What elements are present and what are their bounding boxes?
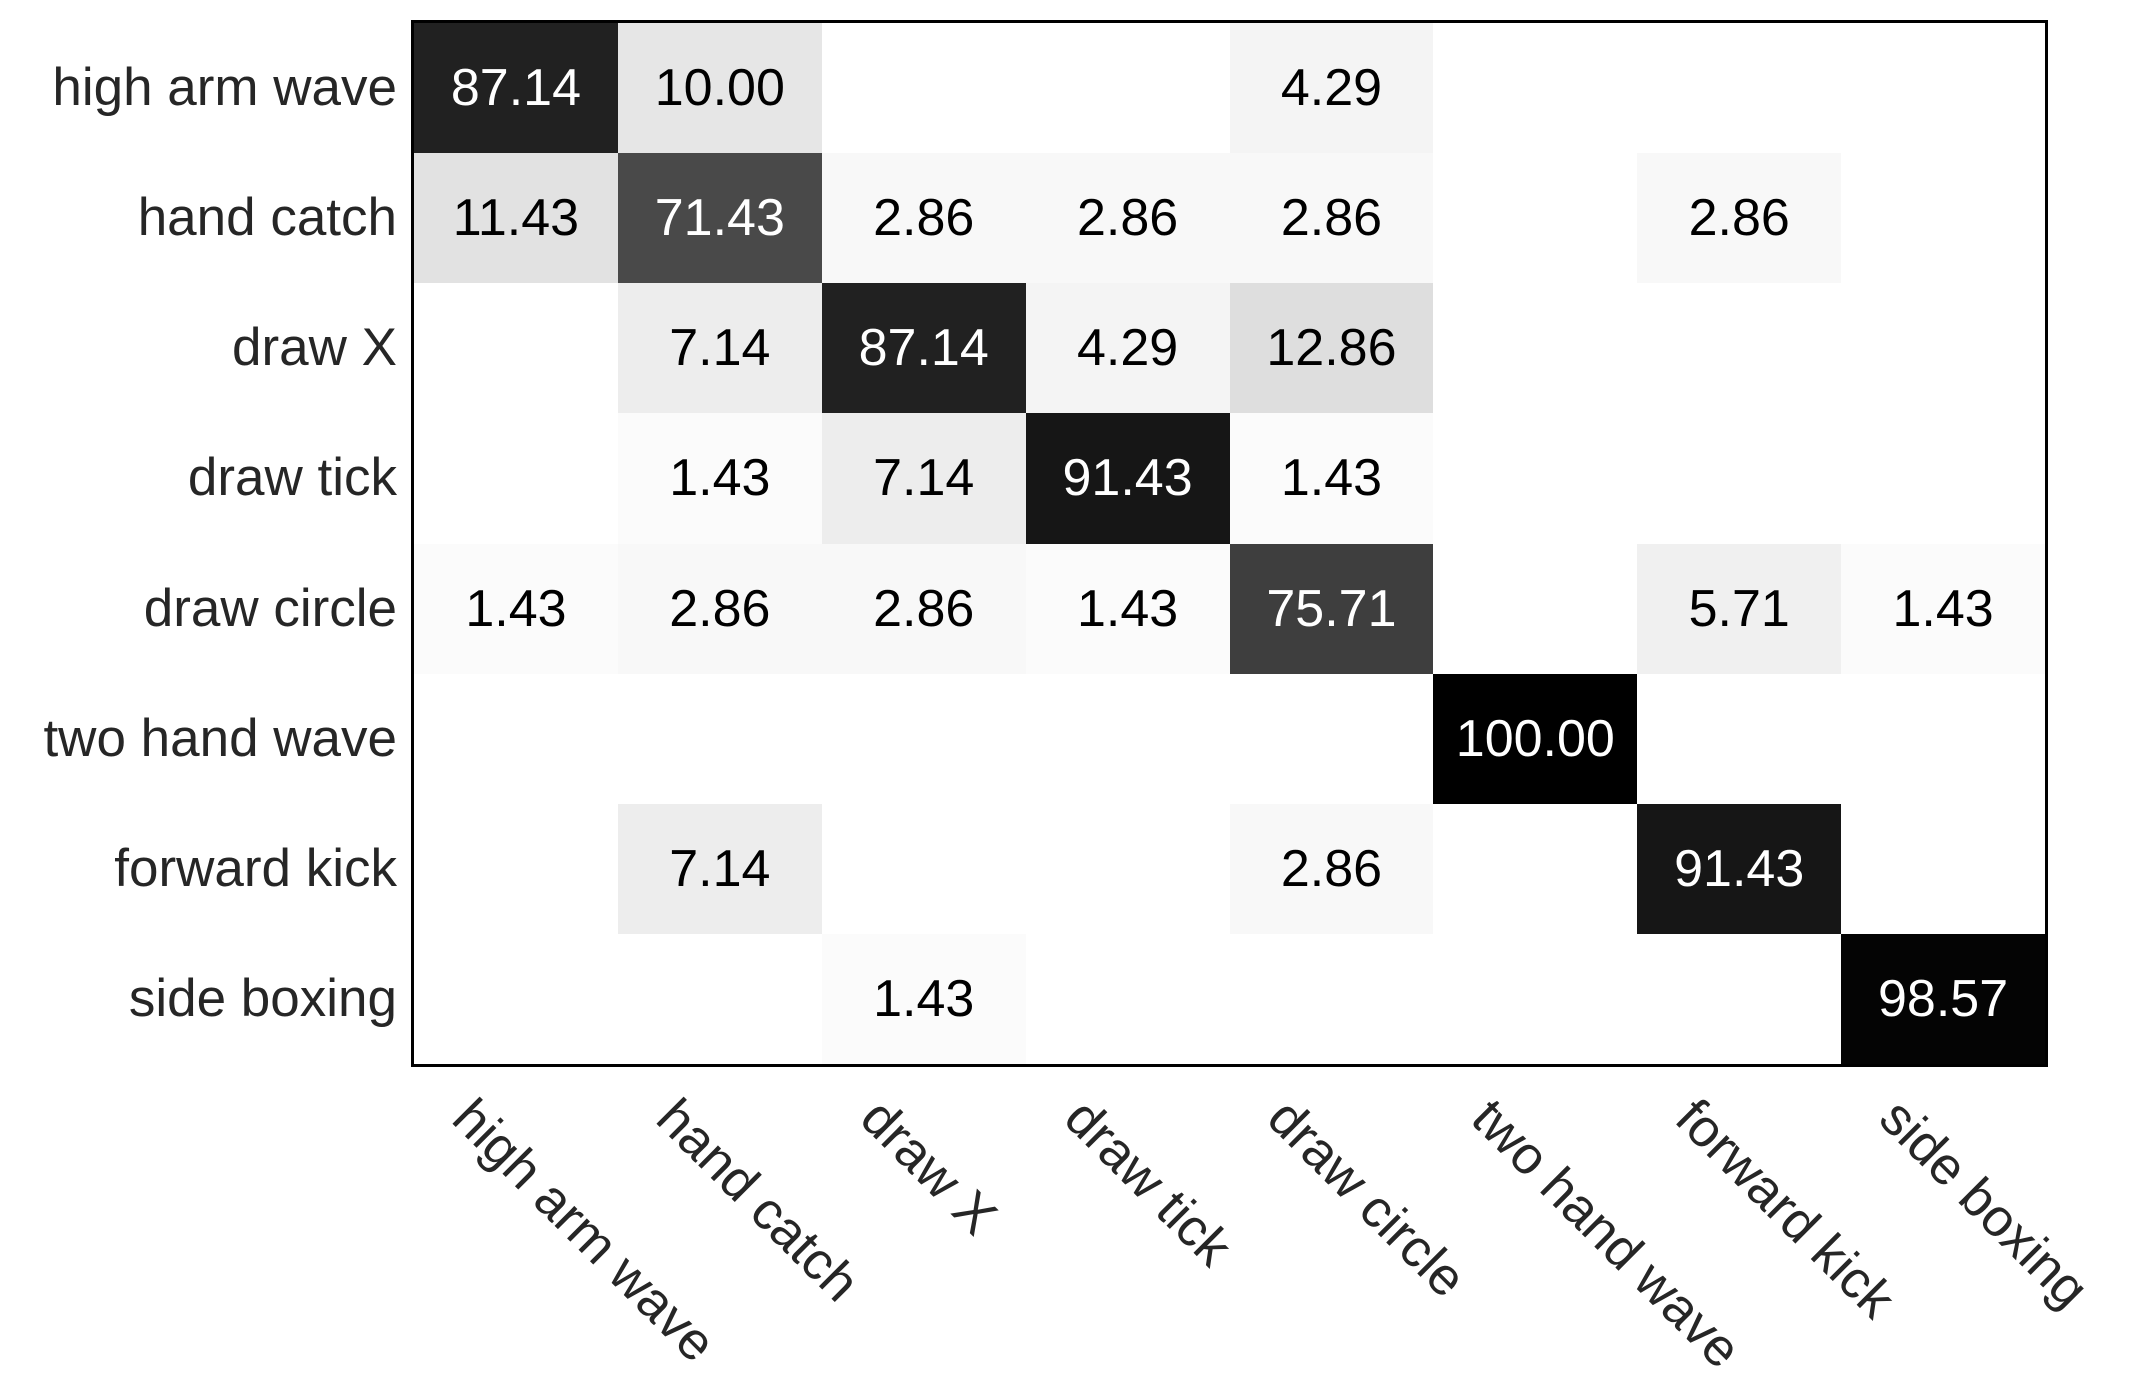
- matrix-cell-r3-c5: [1433, 413, 1638, 544]
- matrix-cell-r6-c2: [821, 803, 1026, 934]
- matrix-cell-r6-c4: 2.86: [1229, 803, 1434, 934]
- matrix-cell-r0-c5: [1433, 23, 1638, 154]
- matrix-cell-r6-c1: 7.14: [617, 803, 822, 934]
- matrix-cell-r4-c4: 75.71: [1229, 543, 1434, 674]
- row-label-6: forward kick: [114, 838, 397, 898]
- matrix-cell-r5-c3: [1025, 673, 1230, 804]
- matrix-cell-r2-c6: [1637, 283, 1842, 414]
- matrix-cell-r1-c0: 11.43: [414, 153, 618, 284]
- matrix-cell-r7-c3: [1025, 933, 1230, 1064]
- matrix-cell-r7-c4: [1229, 933, 1434, 1064]
- matrix-cell-r3-c7: [1841, 413, 2045, 544]
- row-label-2: draw X: [232, 318, 397, 378]
- row-label-7: side boxing: [128, 968, 397, 1028]
- row-label-5: two hand wave: [43, 708, 397, 768]
- row-label-1: hand catch: [137, 188, 397, 248]
- matrix-cell-r0-c1: 10.00: [617, 23, 822, 154]
- matrix-cell-r0-c7: [1841, 23, 2045, 154]
- matrix-cell-r3-c0: [414, 413, 618, 544]
- matrix-cell-r5-c6: [1637, 673, 1842, 804]
- matrix-cell-r3-c4: 1.43: [1229, 413, 1434, 544]
- matrix-cell-r6-c3: [1025, 803, 1230, 934]
- matrix-cell-r5-c7: [1841, 673, 2045, 804]
- matrix-cell-r4-c6: 5.71: [1637, 543, 1842, 674]
- column-label-3: draw tick: [1052, 1087, 1243, 1278]
- row-label-3: draw tick: [187, 448, 397, 508]
- column-label-7: side boxing: [1868, 1087, 2100, 1320]
- column-label-4: draw circle: [1256, 1087, 1478, 1309]
- matrix-cell-r0-c2: [821, 23, 1026, 154]
- matrix-cell-r5-c5: 100.00: [1433, 673, 1638, 804]
- matrix-cell-r1-c5: [1433, 153, 1638, 284]
- column-label-1: hand catch: [645, 1087, 871, 1313]
- matrix-cell-r3-c2: 7.14: [821, 413, 1026, 544]
- matrix-cell-r7-c1: [617, 933, 822, 1064]
- matrix-cell-r2-c3: 4.29: [1025, 283, 1230, 414]
- matrix-cell-r1-c3: 2.86: [1025, 153, 1230, 284]
- matrix-cell-r4-c7: 1.43: [1841, 543, 2045, 674]
- matrix-cell-r4-c0: 1.43: [414, 543, 618, 674]
- matrix-cell-r1-c7: [1841, 153, 2045, 284]
- row-label-4: draw circle: [143, 578, 397, 638]
- matrix-cell-r4-c2: 2.86: [821, 543, 1026, 674]
- matrix-cell-r6-c5: [1433, 803, 1638, 934]
- matrix-cell-r7-c5: [1433, 933, 1638, 1064]
- matrix-cell-r5-c2: [821, 673, 1026, 804]
- matrix-cell-r5-c1: [617, 673, 822, 804]
- matrix-cell-r1-c1: 71.43: [617, 153, 822, 284]
- matrix-cell-r4-c3: 1.43: [1025, 543, 1230, 674]
- matrix-cell-r7-c7: 98.57: [1841, 933, 2045, 1064]
- row-label-0: high arm wave: [52, 58, 397, 118]
- matrix-cell-r2-c5: [1433, 283, 1638, 414]
- matrix-cell-r0-c0: 87.14: [414, 23, 618, 154]
- matrix-cell-r5-c4: [1229, 673, 1434, 804]
- matrix-cell-r4-c1: 2.86: [617, 543, 822, 674]
- matrix-cell-r0-c4: 4.29: [1229, 23, 1434, 154]
- matrix-cell-r7-c6: [1637, 933, 1842, 1064]
- matrix-cell-r2-c1: 7.14: [617, 283, 822, 414]
- matrix-cell-r4-c5: [1433, 543, 1638, 674]
- matrix-cell-r3-c1: 1.43: [617, 413, 822, 544]
- matrix-cell-r6-c6: 91.43: [1637, 803, 1842, 934]
- matrix-cell-r3-c6: [1637, 413, 1842, 544]
- matrix-cell-r2-c2: 87.14: [821, 283, 1026, 414]
- matrix-cell-r1-c4: 2.86: [1229, 153, 1434, 284]
- matrix-plot-area: 87.14 10.00 4.29 11.43 71.43 2.86 2.86 2.86 2.86…: [411, 20, 2048, 1067]
- matrix-cell-r6-c7: [1841, 803, 2045, 934]
- matrix-cell-r2-c4: 12.86: [1229, 283, 1434, 414]
- matrix-cell-r0-c6: [1637, 23, 1842, 154]
- matrix-cell-r5-c0: [414, 673, 618, 804]
- matrix-cell-r3-c3: 91.43: [1025, 413, 1230, 544]
- matrix-cell-r1-c6: 2.86: [1637, 153, 1842, 284]
- matrix-cell-r7-c0: [414, 933, 618, 1064]
- matrix-cell-r6-c0: [414, 803, 618, 934]
- column-label-2: draw X: [849, 1087, 1008, 1247]
- matrix-cell-r2-c7: [1841, 283, 2045, 414]
- matrix-cell-r7-c2: 1.43: [821, 933, 1026, 1064]
- matrix-cell-r2-c0: [414, 283, 618, 414]
- matrix-cell-r0-c3: [1025, 23, 1230, 154]
- matrix-cell-r1-c2: 2.86: [821, 153, 1026, 284]
